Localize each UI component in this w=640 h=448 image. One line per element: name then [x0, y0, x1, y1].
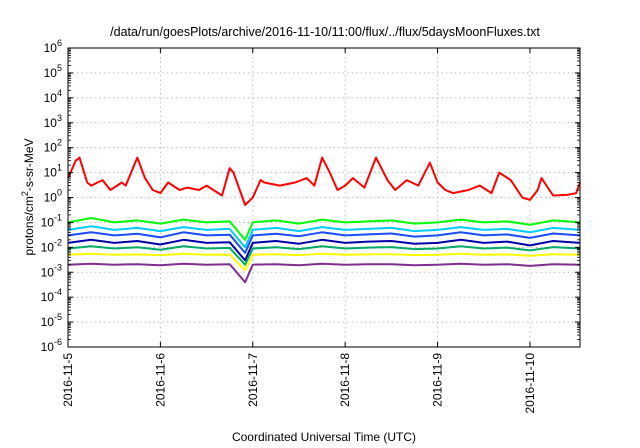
y-tick-exponent: 0 — [57, 188, 62, 198]
x-tick-label: 2016-11-7 — [246, 353, 260, 407]
y-tick-label: 104 — [44, 88, 62, 105]
series-line — [67, 231, 581, 254]
y-tick-exponent: -2 — [54, 237, 62, 247]
y-tick-exponent: -1 — [54, 212, 62, 222]
series-line — [67, 262, 581, 284]
x-tick-label: 2016-11-6 — [153, 353, 167, 407]
y-tick-label: 10-5 — [41, 312, 62, 329]
y-tick-exponent: 2 — [57, 138, 62, 148]
y-tick-label: 102 — [44, 138, 62, 155]
y-tick-label: 100 — [44, 188, 62, 205]
x-axis: 2016-11-5 2016-11-6 2016-11-7 2016-11-8 2016… — [61, 48, 537, 414]
series-lines — [67, 156, 581, 284]
y-tick-exponent: 5 — [57, 63, 62, 73]
y-tick-exponent: 3 — [57, 113, 62, 123]
y-tick-label: 10-3 — [41, 262, 62, 279]
series-line — [67, 238, 581, 262]
y-tick-label: 10-2 — [41, 237, 62, 254]
x-axis-label: Coordinated Universal Time (UTC) — [232, 430, 416, 444]
y-tick-exponent: -3 — [54, 262, 62, 272]
y-tick-label: 10-6 — [41, 337, 62, 354]
y-tick-exponent: 4 — [57, 88, 62, 98]
series-line — [67, 225, 581, 249]
y-tick-label: 101 — [44, 163, 62, 180]
y-tick-label: 105 — [44, 63, 62, 80]
y-tick-exponent: -5 — [54, 312, 62, 322]
chart-title: /data/run/goesPlots/archive/2016-11-10/1… — [110, 25, 540, 39]
y-tick-exponent: -6 — [54, 337, 62, 347]
series-line — [67, 156, 581, 206]
x-tick-label: 2016-11-9 — [431, 353, 445, 407]
y-tick-exponent: 6 — [57, 38, 62, 48]
series-line — [67, 252, 581, 272]
x-tick-label: 2016-11-10 — [523, 353, 537, 414]
y-tick-label: 106 — [44, 38, 62, 55]
grid-lines — [68, 48, 580, 347]
y-tick-label: 10-4 — [41, 287, 62, 304]
y-tick-label: 10-1 — [41, 212, 62, 229]
x-tick-label: 2016-11-8 — [338, 353, 352, 407]
y-tick-exponent: -4 — [54, 287, 62, 297]
y-tick-exponent: 1 — [57, 163, 62, 173]
series-line — [67, 217, 581, 241]
y-axis-label: protons/cm2-s-sr-MeV — [20, 138, 36, 255]
y-axis: 10-610-510-410-310-210-11001011021031041… — [41, 38, 580, 354]
y-tick-label: 103 — [44, 113, 62, 130]
series-line — [67, 245, 581, 266]
x-tick-label: 2016-11-5 — [61, 353, 75, 407]
